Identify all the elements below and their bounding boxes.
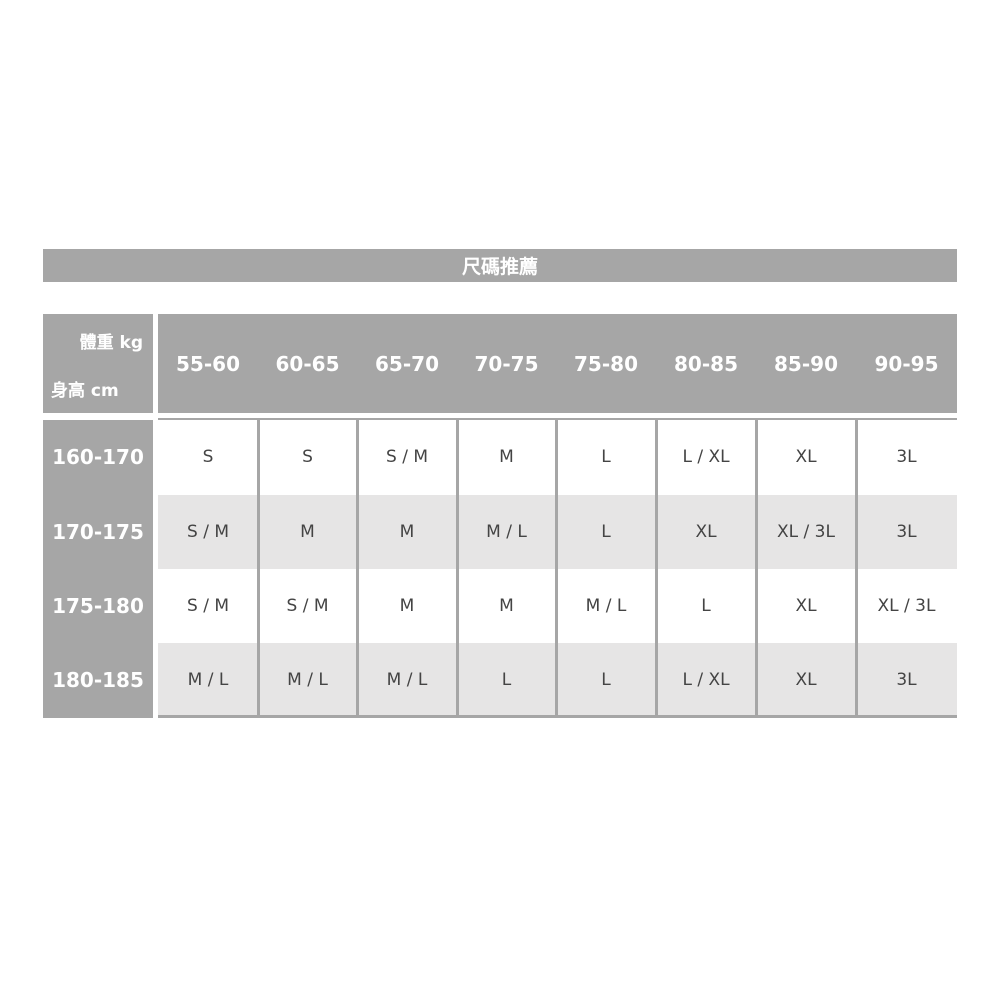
size-cell: M <box>499 447 514 467</box>
size-cell: L <box>701 596 711 616</box>
size-cell: M / L <box>187 670 229 690</box>
weight-header-cell: 60-65 <box>275 351 340 376</box>
size-cell: XL <box>795 447 817 467</box>
height-axis-label: 身高 cm <box>51 381 119 401</box>
height-label: 170-175 <box>52 520 144 544</box>
column-divider <box>356 420 359 717</box>
size-cell: S / M <box>187 596 229 616</box>
chart-title: 尺碼推薦 <box>43 249 957 282</box>
size-cell: XL / 3L <box>877 596 936 616</box>
weight-header-cell: 55-60 <box>176 351 240 376</box>
size-cell: XL / 3L <box>777 522 835 542</box>
size-cell: 3L <box>896 447 917 467</box>
weight-header-row: 55-60 60-65 65-70 70-75 75-80 80-85 85-90 90-95 <box>158 314 957 413</box>
size-cell: L / XL <box>682 670 730 690</box>
divider <box>158 418 957 421</box>
size-cell: M <box>499 596 514 616</box>
size-cell: M / L <box>486 522 527 542</box>
weight-header-cell: 65-70 <box>375 351 439 376</box>
weight-header-cell: 80-85 <box>674 351 738 376</box>
height-label: 160-170 <box>52 445 144 469</box>
size-cell: M / L <box>585 596 627 616</box>
weight-axis-label: 體重 kg <box>79 333 143 353</box>
size-cell: XL <box>795 670 817 690</box>
size-cell: L <box>601 670 611 690</box>
column-divider <box>855 420 858 717</box>
column-divider <box>555 420 558 717</box>
size-cell: XL <box>695 522 717 542</box>
size-cell: XL <box>795 596 817 616</box>
size-cell: L <box>601 447 611 467</box>
size-cell: M <box>399 522 415 542</box>
size-cell: S <box>302 447 313 467</box>
size-cell: L <box>501 670 512 690</box>
size-cell: S / M <box>286 596 329 616</box>
size-cell: 3L <box>896 670 917 690</box>
size-cell: S / M <box>187 522 229 542</box>
size-cell: M / L <box>386 670 428 690</box>
size-cell: L / XL <box>682 447 730 467</box>
height-label: 180-185 <box>52 668 144 692</box>
height-label: 175-180 <box>52 594 144 618</box>
weight-header-cell: 75-80 <box>574 351 638 376</box>
weight-header-cell: 85-90 <box>774 351 838 376</box>
column-divider <box>257 420 260 717</box>
size-cell: L <box>601 522 611 542</box>
column-divider <box>755 420 758 717</box>
size-cell: S <box>202 447 214 467</box>
weight-header-cell: 70-75 <box>474 351 539 376</box>
size-cell: M <box>399 596 415 616</box>
column-divider <box>655 420 658 717</box>
height-column: 160-170 170-175 175-180 180-185 <box>43 420 153 718</box>
corner-header: 體重 kg 身高 cm <box>43 314 153 413</box>
column-divider <box>456 420 459 717</box>
weight-header-cell: 90-95 <box>874 351 939 376</box>
size-cell: M / L <box>287 670 328 690</box>
size-cell: S / M <box>386 447 428 467</box>
size-cell: 3L <box>896 522 917 542</box>
size-cell: M <box>300 522 315 542</box>
